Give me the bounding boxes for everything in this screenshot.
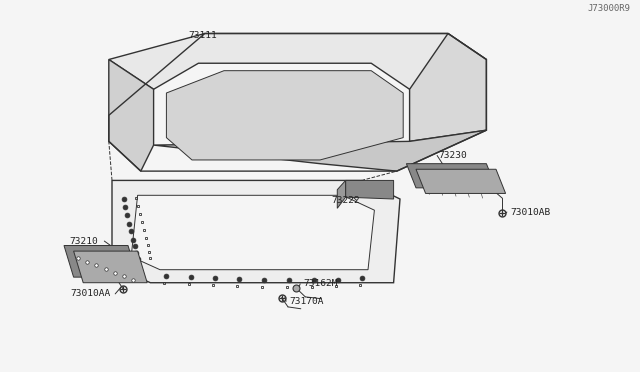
Polygon shape [109, 33, 486, 89]
Polygon shape [109, 60, 154, 171]
Polygon shape [131, 195, 374, 270]
Polygon shape [166, 71, 403, 160]
Polygon shape [154, 130, 486, 171]
Text: 73010AB: 73010AB [510, 208, 550, 217]
Text: 73162M: 73162M [303, 279, 338, 288]
Polygon shape [337, 180, 346, 208]
Polygon shape [64, 246, 138, 277]
Text: J73000R9: J73000R9 [588, 4, 630, 13]
Polygon shape [346, 180, 394, 199]
Polygon shape [406, 164, 496, 188]
Polygon shape [410, 33, 486, 141]
Text: 73170A: 73170A [289, 297, 324, 306]
Text: 73210: 73210 [69, 237, 98, 246]
Text: 73010AA: 73010AA [70, 289, 111, 298]
Text: 73222: 73222 [331, 196, 360, 205]
Text: 73111: 73111 [189, 31, 218, 40]
Polygon shape [74, 251, 147, 283]
Polygon shape [112, 180, 400, 283]
Text: 73230: 73230 [438, 151, 467, 160]
Polygon shape [416, 169, 506, 193]
